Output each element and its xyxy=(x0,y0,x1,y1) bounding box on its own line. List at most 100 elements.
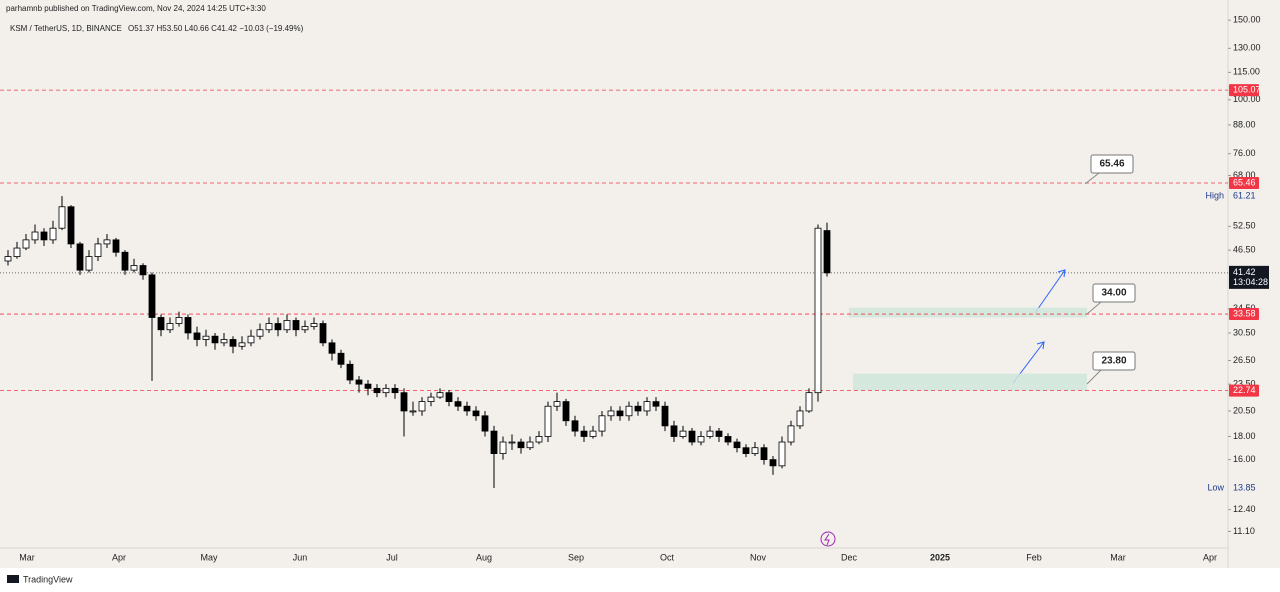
y-tick-label: 16.00 xyxy=(1233,454,1256,464)
countdown: 13:04:28 xyxy=(1233,277,1268,287)
logo xyxy=(7,575,19,583)
x-tick-label: Feb xyxy=(1026,552,1042,562)
x-tick-label: Apr xyxy=(112,552,126,562)
candle-body xyxy=(661,405,669,427)
candle-body xyxy=(445,392,453,402)
level-label: 105.07 xyxy=(1233,84,1261,94)
level-badge xyxy=(1229,384,1259,397)
y-tick-label: 52.50 xyxy=(1233,221,1256,231)
ohlc: O51.37 H53.50 L40.66 C41.42 −10.03 (−19.… xyxy=(128,24,304,33)
x-tick-label: Mar xyxy=(19,552,35,562)
candle-body xyxy=(121,251,129,271)
candle-body xyxy=(652,401,660,407)
candle-body xyxy=(139,265,147,276)
candle-body xyxy=(553,401,561,407)
y-tick-label: 26.50 xyxy=(1233,355,1256,365)
x-tick-label: Jun xyxy=(293,552,308,562)
arrow-head xyxy=(1057,269,1066,278)
candle-body xyxy=(292,320,300,331)
candle-body xyxy=(688,430,696,443)
arrow-head xyxy=(1036,341,1045,350)
candle-body xyxy=(400,392,408,412)
x-tick-label: May xyxy=(200,552,218,562)
footer-brand: TradingView xyxy=(23,574,73,584)
candle-body xyxy=(49,227,57,241)
candle-body xyxy=(481,415,489,432)
candle-body xyxy=(193,332,201,340)
x-tick-label: Apr xyxy=(1203,552,1217,562)
arrow xyxy=(1034,269,1066,314)
y-tick-label: 11.10 xyxy=(1233,526,1255,536)
candle-body xyxy=(535,436,543,443)
candle-body xyxy=(373,387,381,394)
x-tick-label: Mar xyxy=(1110,552,1126,562)
level-label: 22.74 xyxy=(1233,385,1256,395)
extreme-value: 61.21 xyxy=(1233,191,1256,201)
y-tick-label: 100.00 xyxy=(1233,94,1261,104)
candle-body xyxy=(616,410,624,417)
candle-body xyxy=(715,430,723,437)
candle-body xyxy=(490,430,498,454)
candle-body xyxy=(823,230,831,274)
candle-body xyxy=(724,436,732,443)
candle-body xyxy=(157,317,165,331)
candle-body xyxy=(58,206,66,229)
callout-label: 65.46 xyxy=(1099,159,1124,170)
candle-body xyxy=(328,342,336,354)
event-icon xyxy=(824,533,830,546)
callout-label: 34.00 xyxy=(1101,288,1126,299)
candle-body xyxy=(211,335,219,344)
x-tick-label: Sep xyxy=(568,552,584,562)
y-tick-label: 12.40 xyxy=(1233,504,1256,514)
candle-body xyxy=(805,392,813,412)
candle-body xyxy=(346,363,354,381)
candle-body xyxy=(733,441,741,449)
candle-body xyxy=(256,329,264,337)
x-tick-label: Oct xyxy=(660,552,675,562)
candle-body xyxy=(76,243,84,271)
callout-pointer xyxy=(1084,172,1100,185)
y-tick-label: 20.50 xyxy=(1233,405,1256,415)
candle-body xyxy=(742,447,750,454)
zone xyxy=(853,373,1087,391)
candle-body xyxy=(220,339,228,344)
candle-body xyxy=(814,227,822,394)
candle-body xyxy=(580,430,588,437)
y-tick-label: 23.50 xyxy=(1233,379,1256,389)
candle-body xyxy=(436,392,444,398)
callout-pointer xyxy=(1086,301,1102,315)
candle-body xyxy=(625,405,633,417)
level-badge xyxy=(1229,308,1259,321)
candle-body xyxy=(427,396,435,402)
candle-body xyxy=(319,323,327,344)
event-icon[interactable] xyxy=(820,531,836,547)
callout-pointer xyxy=(1086,369,1102,385)
candle-body xyxy=(130,265,138,271)
publisher: parhamnb published on TradingView.com, N… xyxy=(6,4,266,13)
candle-body xyxy=(22,239,30,249)
level-badge xyxy=(1229,177,1259,190)
extreme-name: Low xyxy=(1207,482,1224,492)
candle-body xyxy=(301,326,309,331)
candle-body xyxy=(571,420,579,432)
extreme-name: High xyxy=(1205,191,1224,201)
candle-body xyxy=(202,335,210,340)
candle-body xyxy=(40,231,48,241)
candle-body xyxy=(526,441,534,449)
candle-body xyxy=(697,436,705,443)
y-tick-label: 18.00 xyxy=(1233,431,1256,441)
candle-body xyxy=(706,430,714,437)
candle-body xyxy=(643,401,651,412)
y-tick-label: 115.00 xyxy=(1233,67,1260,77)
level-label: 33.58 xyxy=(1233,308,1256,318)
candle-body xyxy=(409,410,417,413)
level-badge xyxy=(1229,84,1259,97)
x-tick-label: Aug xyxy=(476,552,492,562)
candle-body xyxy=(13,247,21,257)
candle-body xyxy=(598,415,606,432)
candle-body xyxy=(760,447,768,461)
candle-body xyxy=(418,401,426,412)
candle-body xyxy=(4,256,12,262)
candle-body xyxy=(310,323,318,328)
candle-body xyxy=(283,320,291,331)
